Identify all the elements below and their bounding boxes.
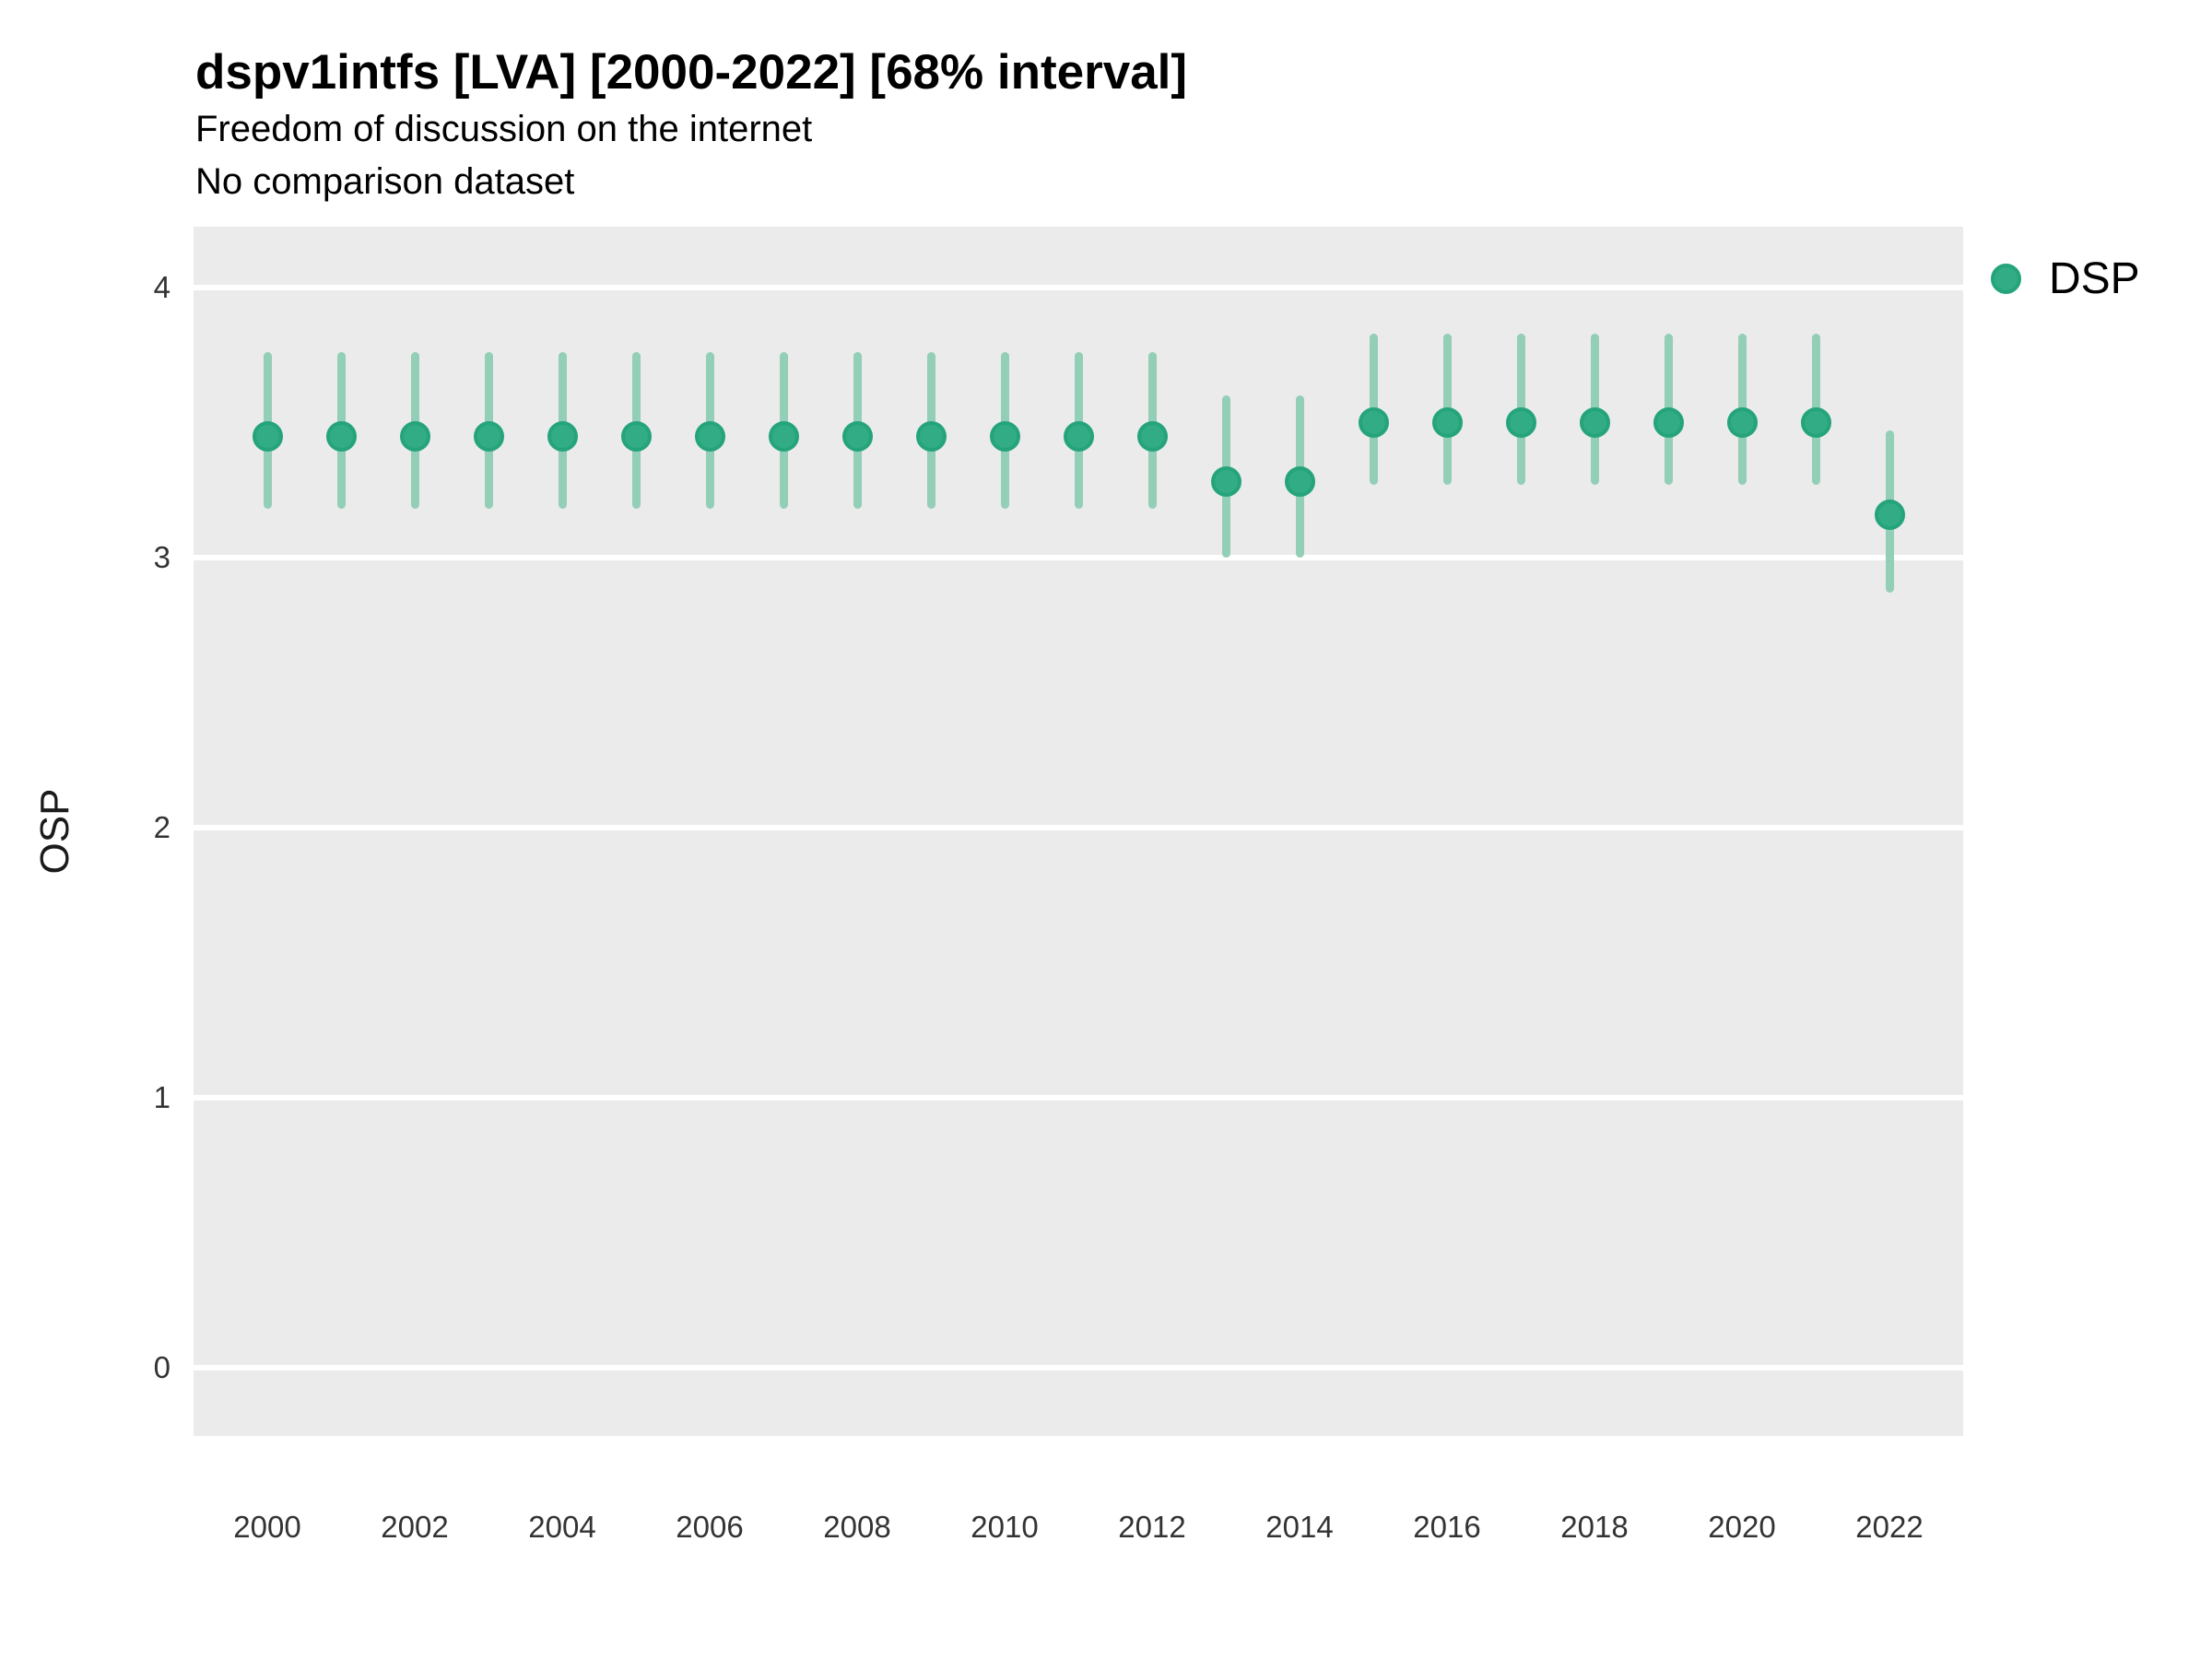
legend-circle-icon <box>1991 264 2021 294</box>
y-tick-label-0: 0 <box>153 1349 171 1384</box>
gridline-y-2 <box>194 824 1963 830</box>
y-tick-label-4: 4 <box>153 269 171 304</box>
chart-subtitle: Freedom of discussion on the internet <box>195 109 813 149</box>
gridline-y-4 <box>194 284 1963 290</box>
data-point-2008 <box>841 420 873 452</box>
data-point-2000 <box>252 420 283 452</box>
y-tick-label-1: 1 <box>153 1079 171 1114</box>
data-point-2010 <box>989 420 1020 452</box>
x-tick-label-2000: 2000 <box>233 1510 301 1544</box>
x-tick-label-2018: 2018 <box>1560 1510 1629 1544</box>
y-tick-label-2: 2 <box>153 809 171 844</box>
comparison-note: No comparison dataset <box>195 161 575 202</box>
y-axis-title: OSP <box>32 788 77 875</box>
x-tick-label-2006: 2006 <box>676 1510 744 1544</box>
x-tick-label-2016: 2016 <box>1413 1510 1481 1544</box>
data-point-2019 <box>1653 406 1684 438</box>
data-point-2009 <box>915 420 947 452</box>
data-point-2003 <box>473 420 504 452</box>
plot-panel <box>194 227 1963 1436</box>
x-tick-label-2022: 2022 <box>1855 1510 1924 1544</box>
data-point-2020 <box>1726 406 1758 438</box>
gridline-y-1 <box>194 1094 1963 1100</box>
data-point-2017 <box>1505 406 1536 438</box>
x-tick-label-2020: 2020 <box>1708 1510 1776 1544</box>
data-point-2014 <box>1284 466 1315 498</box>
x-tick-label-2004: 2004 <box>528 1510 596 1544</box>
data-point-2011 <box>1063 420 1094 452</box>
data-point-2004 <box>547 420 578 452</box>
chart-title: dspv1intfs [LVA] [2000-2022] [68% interv… <box>195 45 1188 100</box>
legend: DSP <box>1991 253 2140 304</box>
data-point-2015 <box>1358 406 1389 438</box>
data-point-2016 <box>1431 406 1463 438</box>
data-point-2021 <box>1800 406 1831 438</box>
data-point-2012 <box>1136 420 1168 452</box>
data-point-2018 <box>1579 406 1610 438</box>
x-tick-label-2010: 2010 <box>971 1510 1039 1544</box>
x-tick-label-2002: 2002 <box>381 1510 449 1544</box>
data-point-2005 <box>620 420 652 452</box>
data-point-2006 <box>694 420 725 452</box>
x-tick-label-2008: 2008 <box>823 1510 891 1544</box>
data-point-2022 <box>1874 499 1905 530</box>
gridline-y-3 <box>194 554 1963 560</box>
x-tick-label-2012: 2012 <box>1118 1510 1186 1544</box>
data-point-2002 <box>399 420 430 452</box>
data-point-2013 <box>1210 466 1241 498</box>
gridline-y-0 <box>194 1364 1963 1371</box>
x-tick-label-2014: 2014 <box>1265 1510 1334 1544</box>
data-point-2007 <box>768 420 799 452</box>
legend-label: DSP <box>2049 254 2140 303</box>
data-point-2001 <box>325 420 357 452</box>
y-tick-label-3: 3 <box>153 539 171 574</box>
